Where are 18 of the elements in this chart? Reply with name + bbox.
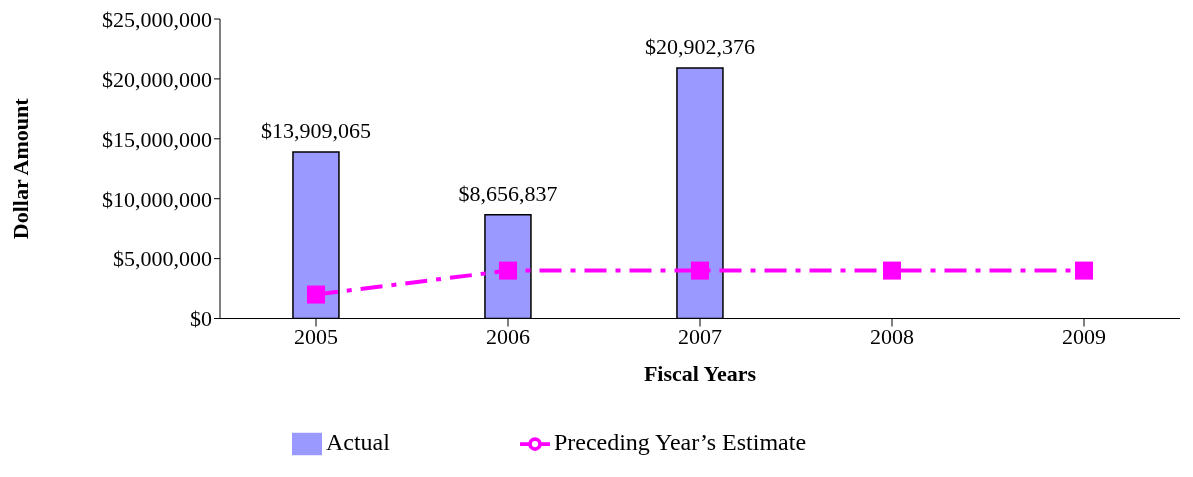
data-label: $13,909,065 [260,117,371,143]
y-tick-label: $15,000,000 [102,126,212,152]
data-label: $20,902,376 [644,34,755,60]
y-tick-label: $5,000,000 [113,246,212,272]
x-axis-title: Fiscal Years [643,360,757,386]
x-tick-label: 2009 [1062,324,1106,350]
legend-label: Actual [325,428,390,455]
y-tick-label: $20,000,000 [102,66,212,92]
y-tick-label: $25,000,000 [102,6,212,32]
legend-label: Preceding Year’s Estimate [553,428,807,455]
y-tick-label: $10,000,000 [102,186,212,212]
x-tick-label: 2006 [486,324,530,350]
data-label: $8,656,837 [458,180,558,206]
x-tick-label: 2005 [294,324,338,350]
y-tick-label: $0 [190,306,212,332]
x-tick-label: 2008 [870,324,914,350]
x-tick-label: 2007 [678,324,722,350]
y-axis-title: Dollar Amount [7,97,33,240]
